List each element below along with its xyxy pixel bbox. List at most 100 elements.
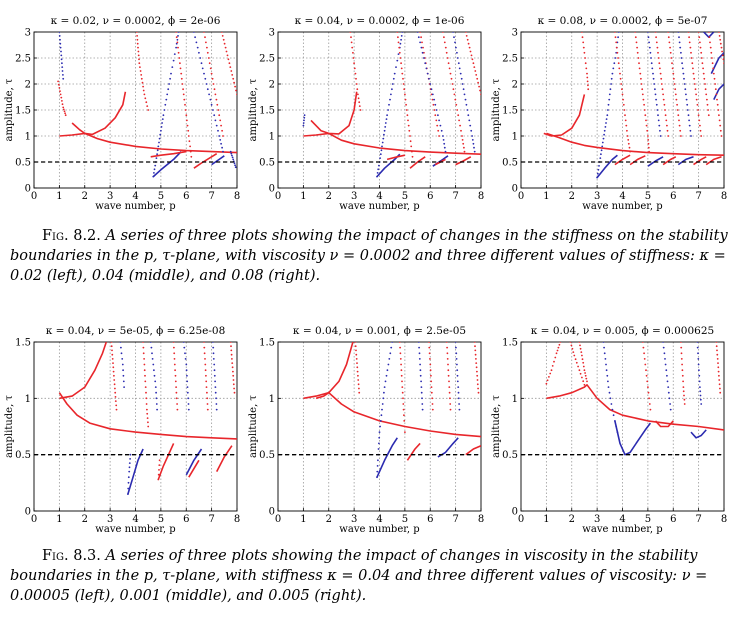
series-point: [59, 38, 61, 41]
series-point: [472, 142, 475, 145]
series-point: [138, 58, 140, 61]
series-point: [169, 77, 172, 80]
series-point: [647, 32, 649, 33]
series-point: [408, 129, 411, 132]
series-point: [175, 391, 178, 394]
series-point: [212, 342, 214, 343]
series-point: [231, 156, 234, 159]
series-point: [144, 97, 147, 100]
series-point: [457, 397, 460, 400]
series-point: [719, 42, 722, 45]
series-point: [401, 32, 404, 33]
series-point: [585, 377, 588, 380]
series-point: [173, 53, 176, 55]
series-point: [405, 103, 407, 106]
series-point: [610, 403, 613, 405]
series-point: [714, 88, 717, 91]
series-point: [210, 103, 213, 106]
series-line: [215, 445, 233, 472]
series-point: [144, 380, 147, 383]
series-line: [432, 155, 449, 167]
series-point: [621, 93, 624, 96]
series-point: [602, 137, 605, 140]
series-point: [205, 374, 207, 377]
series-line: [647, 156, 664, 167]
series-point: [582, 365, 585, 368]
series-point: [185, 363, 188, 366]
y-axis-label: amplitude, τ: [4, 395, 15, 458]
series-point: [185, 114, 188, 117]
series-point: [459, 124, 461, 127]
x-tick-label: 4: [376, 514, 382, 525]
series-point: [607, 386, 610, 388]
series-point: [127, 481, 130, 484]
series-point: [186, 124, 189, 127]
series-point: [186, 391, 189, 394]
series-point: [389, 98, 391, 101]
series-point: [647, 135, 649, 137]
series-point: [444, 150, 447, 153]
series-point: [690, 57, 693, 59]
series-point: [723, 62, 724, 65]
series-point: [584, 62, 587, 65]
series-point: [232, 370, 234, 373]
series-point: [645, 369, 647, 372]
series-point: [453, 93, 456, 96]
series-point: [223, 42, 226, 45]
series-point: [693, 77, 696, 80]
series-point: [421, 41, 423, 44]
series-point: [422, 46, 424, 49]
series-point: [660, 83, 663, 85]
series-point: [179, 67, 182, 70]
series-point: [471, 135, 473, 137]
series-point: [474, 349, 477, 352]
series-point: [439, 124, 442, 127]
series-point: [476, 374, 479, 377]
chart-title: κ = 0.02, ν = 0.0002, ϕ = 2e-06: [51, 15, 221, 27]
series-point: [203, 342, 205, 343]
series-point: [443, 146, 446, 149]
series-point: [469, 50, 472, 53]
series-point: [698, 36, 701, 39]
series-line: [465, 444, 481, 456]
series-line: [303, 132, 481, 155]
series-point: [456, 51, 458, 54]
series-point: [155, 157, 158, 160]
series-point: [220, 142, 223, 145]
series-point: [676, 103, 678, 106]
y-tick-label: 2.5: [259, 54, 275, 65]
series-point: [476, 370, 478, 373]
series-point: [357, 383, 360, 386]
series-point: [127, 487, 130, 490]
x-tick-label: 7: [208, 191, 214, 202]
series-point: [400, 67, 403, 70]
series-point: [476, 77, 479, 80]
series-point: [664, 114, 667, 117]
series-point: [349, 32, 352, 33]
series-point: [709, 46, 712, 49]
series-point: [442, 32, 444, 33]
series-point: [166, 93, 169, 96]
series-point: [121, 363, 124, 366]
y-axis-label: amplitude, τ: [4, 78, 15, 141]
series-point: [145, 391, 147, 394]
series-point: [702, 67, 704, 70]
series-line: [303, 391, 481, 438]
y-tick-label: 0: [25, 507, 31, 518]
y-tick-label: 0.5: [259, 158, 275, 169]
series-point: [707, 114, 710, 117]
series-point: [213, 114, 216, 117]
x-tick-label: 1: [300, 514, 306, 525]
series-line: [713, 83, 724, 100]
series-point: [62, 106, 65, 109]
x-tick-label: 1: [543, 191, 549, 202]
series-point: [700, 51, 703, 54]
series-point: [234, 85, 237, 88]
series-point: [577, 365, 579, 368]
series-point: [431, 93, 434, 96]
series-point: [430, 391, 433, 394]
series-point: [233, 391, 236, 394]
series-point: [440, 129, 443, 132]
series-point: [174, 369, 177, 372]
series-point: [690, 135, 692, 137]
